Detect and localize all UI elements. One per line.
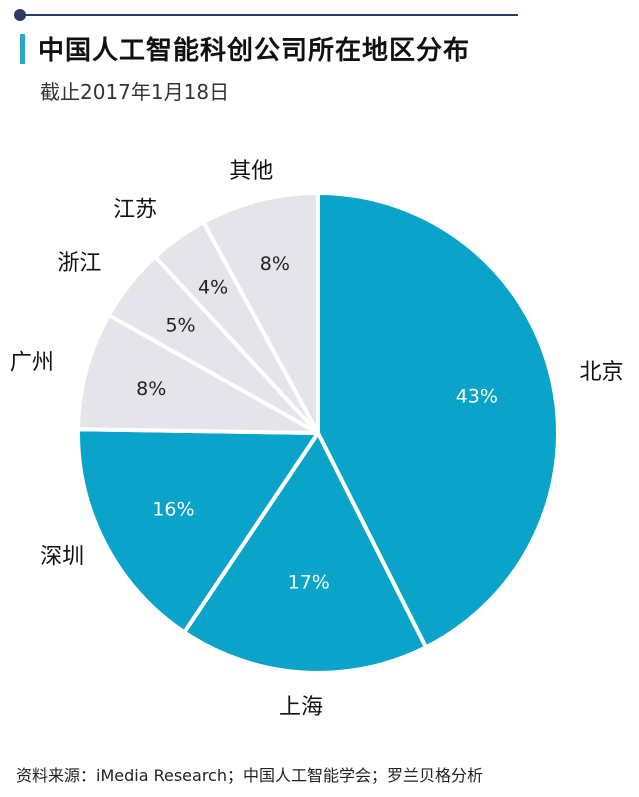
title-accent-bar xyxy=(20,34,25,64)
pie-slice-2 xyxy=(76,427,320,635)
slice-category-label-3: 广州 xyxy=(10,351,54,376)
slice-value-label-3: 8% xyxy=(136,378,166,400)
slice-category-label-4: 浙江 xyxy=(57,251,101,276)
slice-category-label-6: 其他 xyxy=(229,159,273,184)
pie-slice-0 xyxy=(316,191,560,650)
pie-slice-1 xyxy=(182,431,428,675)
source-note: 资料来源：iMedia Research；中国人工智能学会；罗兰贝格分析 xyxy=(16,766,483,785)
pie-slice-6 xyxy=(201,191,320,435)
slice-value-label-2: 16% xyxy=(152,499,194,521)
slice-category-label-5: 江苏 xyxy=(113,198,157,223)
slice-value-label-5: 4% xyxy=(198,277,228,299)
slice-value-label-0: 43% xyxy=(456,385,498,407)
chart-title: 中国人工智能科创公司所在地区分布 xyxy=(38,36,471,66)
slice-category-label-2: 深圳 xyxy=(40,544,84,569)
chart-subtitle: 截止2017年1月18日 xyxy=(40,80,230,104)
pie-slice-3 xyxy=(76,313,320,435)
slice-value-label-6: 8% xyxy=(260,253,290,275)
slice-category-label-1: 上海 xyxy=(279,695,323,720)
top-rule-dot xyxy=(14,9,26,21)
slice-value-label-4: 5% xyxy=(165,314,195,336)
slice-value-label-1: 17% xyxy=(288,572,330,594)
top-rule xyxy=(20,14,518,16)
slice-category-label-0: 北京 xyxy=(580,360,624,385)
